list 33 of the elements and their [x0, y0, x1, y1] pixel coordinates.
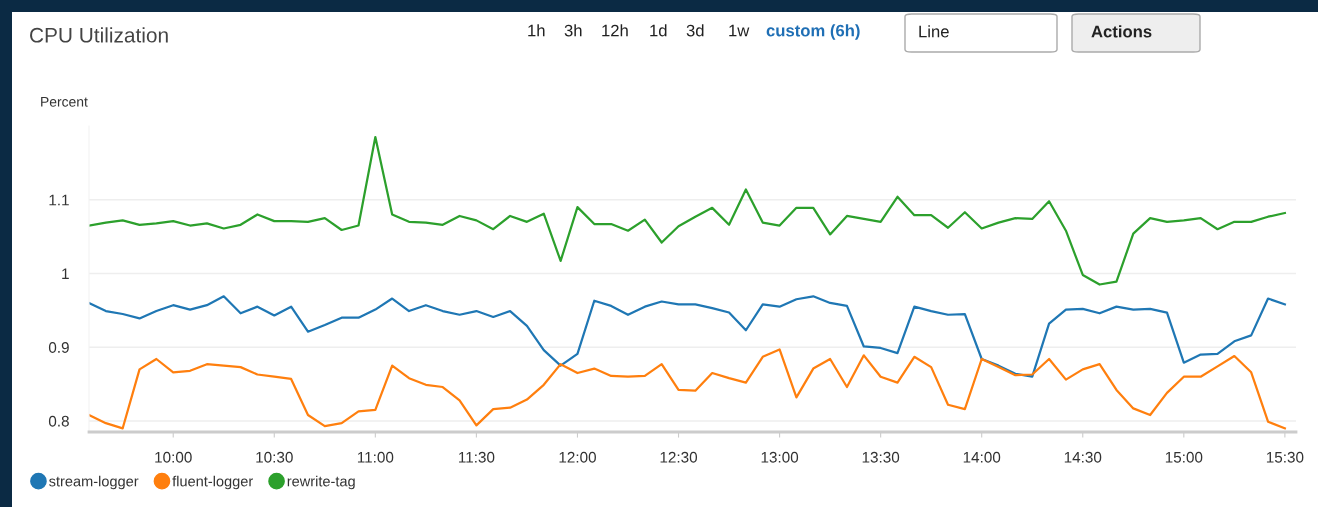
text: 1d [650, 24, 667, 37]
y-tick-label: 0.9 [48, 342, 69, 353]
x-tick-label: 10:00 [155, 451, 192, 463]
text: 3h [564, 24, 582, 37]
line-series [89, 295, 1286, 378]
text: Line [919, 25, 949, 38]
legend-label: stream-logger [49, 475, 139, 490]
text: Actions [1091, 25, 1152, 38]
x-tick-label: 12:30 [660, 451, 698, 463]
text: 1w [729, 24, 750, 37]
y-tick-label: 0.8 [48, 415, 69, 427]
y-axis-title: Percent [41, 97, 88, 107]
x-tick-label: 13:30 [862, 451, 900, 463]
x-tick-label: 14:00 [963, 451, 1001, 463]
x-tick-label: 12:00 [559, 451, 596, 463]
y-tick-label: 1 [62, 268, 69, 280]
text: 12h [602, 24, 628, 37]
line-series [89, 135, 1286, 286]
line-series [89, 348, 1286, 430]
text: 1h [528, 24, 545, 37]
x-tick-label: 10:30 [256, 451, 293, 463]
chart-title: CPU Utilization [30, 27, 168, 43]
x-tick-label: 14:30 [1064, 451, 1102, 463]
x-tick-label: 11:30 [459, 451, 495, 463]
x-tick-label: 15:00 [1165, 451, 1203, 463]
text: custom (6h) [766, 24, 860, 40]
x-tick-label: 13:00 [761, 451, 799, 463]
x-tick-label: 11:00 [357, 451, 394, 463]
legend-label: fluent-logger [172, 475, 253, 490]
x-tick-label: 15:30 [1266, 451, 1304, 463]
legend-label: rewrite-tag [287, 475, 355, 490]
text: 3d [686, 24, 704, 37]
y-tick-label: 1.1 [49, 194, 69, 206]
